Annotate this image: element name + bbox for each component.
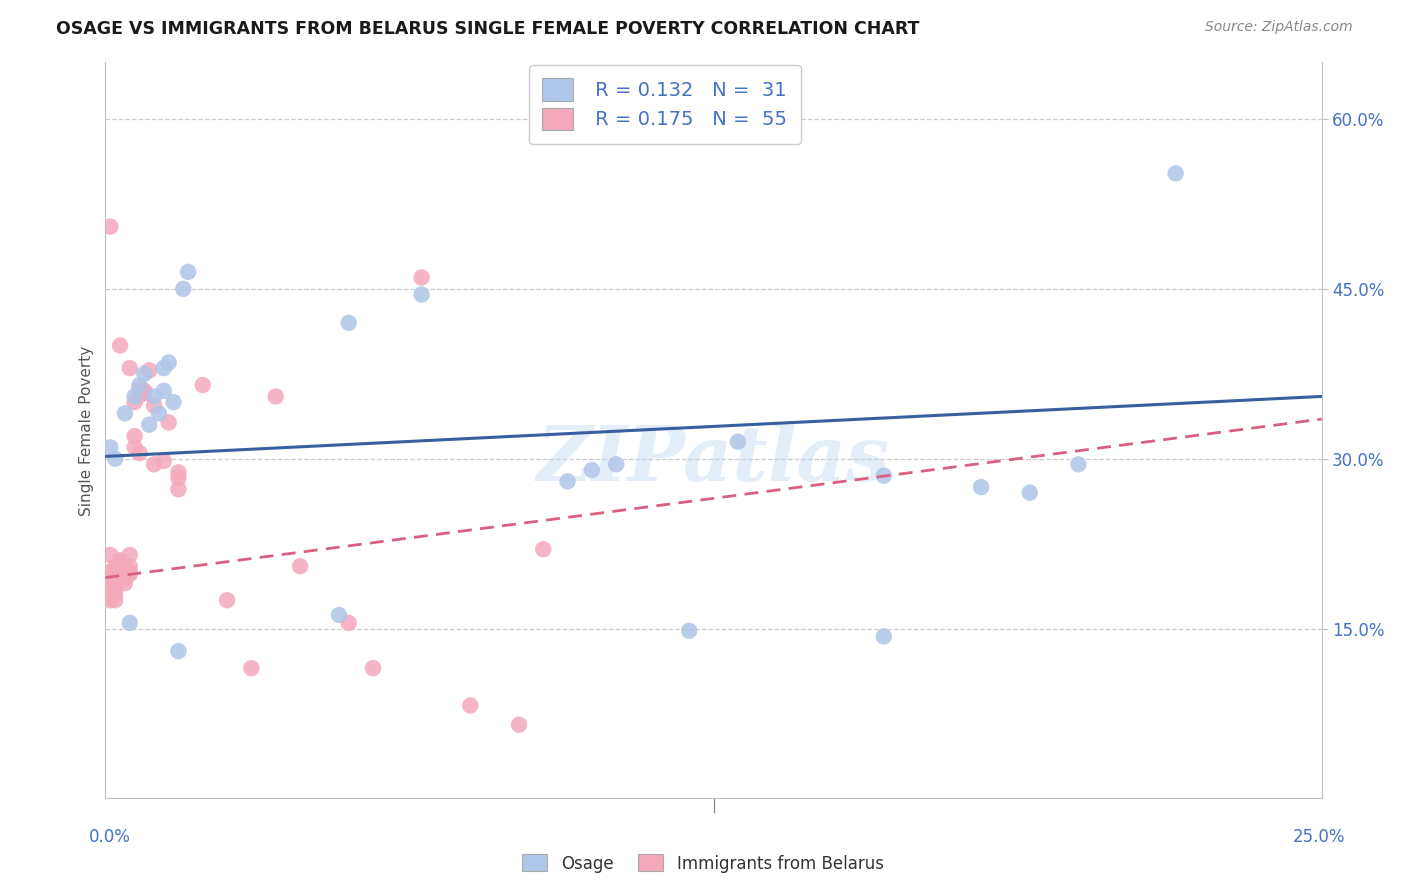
Point	[134, 384, 156, 398]
Point	[167, 471, 190, 485]
Point	[114, 565, 136, 579]
Point	[727, 434, 749, 449]
Point	[162, 395, 184, 409]
Point	[124, 395, 146, 409]
Point	[411, 270, 433, 285]
Point	[104, 559, 127, 574]
Point	[98, 219, 121, 234]
Point	[531, 542, 554, 557]
Point	[104, 451, 127, 466]
Point	[153, 454, 176, 468]
Point	[581, 463, 603, 477]
Point	[177, 265, 200, 279]
Point	[264, 389, 287, 403]
Point	[104, 565, 127, 579]
Point	[557, 475, 579, 489]
Text: 0.0%: 0.0%	[89, 828, 131, 846]
Point	[98, 441, 121, 455]
Point	[508, 717, 530, 731]
Point	[118, 567, 141, 582]
Point	[411, 287, 433, 301]
Point	[167, 483, 190, 497]
Point	[873, 630, 896, 644]
Point	[114, 571, 136, 585]
Point	[288, 559, 311, 574]
Point	[98, 565, 121, 579]
Text: Source: ZipAtlas.com: Source: ZipAtlas.com	[1205, 20, 1353, 34]
Point	[108, 571, 131, 585]
Point	[337, 615, 360, 630]
Point	[108, 559, 131, 574]
Point	[217, 593, 239, 607]
Point	[605, 458, 627, 472]
Point	[172, 282, 194, 296]
Point	[118, 615, 141, 630]
Point	[118, 548, 141, 562]
Point	[157, 355, 180, 369]
Point	[128, 388, 150, 402]
Point	[134, 367, 156, 381]
Point	[108, 565, 131, 579]
Point	[128, 446, 150, 460]
Point	[157, 416, 180, 430]
Point	[143, 399, 166, 413]
Text: OSAGE VS IMMIGRANTS FROM BELARUS SINGLE FEMALE POVERTY CORRELATION CHART: OSAGE VS IMMIGRANTS FROM BELARUS SINGLE …	[56, 20, 920, 37]
Point	[153, 384, 176, 398]
Point	[124, 441, 146, 455]
Point	[167, 644, 190, 658]
Point	[1067, 458, 1090, 472]
Point	[104, 582, 127, 596]
Point	[108, 338, 131, 352]
Point	[114, 406, 136, 420]
Text: ZIPatlas: ZIPatlas	[537, 423, 890, 497]
Point	[98, 582, 121, 596]
Point	[1018, 485, 1040, 500]
Point	[104, 588, 127, 602]
Point	[98, 593, 121, 607]
Point	[114, 576, 136, 591]
Text: 25.0%: 25.0%	[1292, 828, 1346, 846]
Point	[143, 458, 166, 472]
Point	[167, 465, 190, 479]
Point	[138, 417, 160, 432]
Point	[108, 553, 131, 567]
Point	[153, 361, 176, 376]
Point	[118, 559, 141, 574]
Point	[108, 571, 131, 585]
Point	[337, 316, 360, 330]
Point	[118, 361, 141, 376]
Point	[361, 661, 384, 675]
Point	[328, 607, 350, 622]
Point	[128, 378, 150, 392]
Legend: Osage, Immigrants from Belarus: Osage, Immigrants from Belarus	[516, 847, 890, 880]
Point	[114, 559, 136, 574]
Point	[138, 363, 160, 377]
Point	[104, 571, 127, 585]
Point	[124, 389, 146, 403]
Point	[1164, 166, 1187, 180]
Point	[118, 565, 141, 579]
Point	[104, 593, 127, 607]
Point	[134, 386, 156, 401]
Point	[678, 624, 700, 638]
Point	[148, 406, 170, 420]
Point	[98, 548, 121, 562]
Point	[124, 429, 146, 443]
Point	[98, 571, 121, 585]
Y-axis label: Single Female Poverty: Single Female Poverty	[79, 345, 94, 516]
Point	[143, 389, 166, 403]
Legend:  R = 0.132   N =  31,  R = 0.175   N =  55: R = 0.132 N = 31, R = 0.175 N = 55	[529, 65, 800, 144]
Point	[128, 382, 150, 396]
Point	[108, 553, 131, 567]
Point	[970, 480, 993, 494]
Point	[873, 468, 896, 483]
Point	[191, 378, 214, 392]
Point	[240, 661, 263, 675]
Point	[458, 698, 481, 713]
